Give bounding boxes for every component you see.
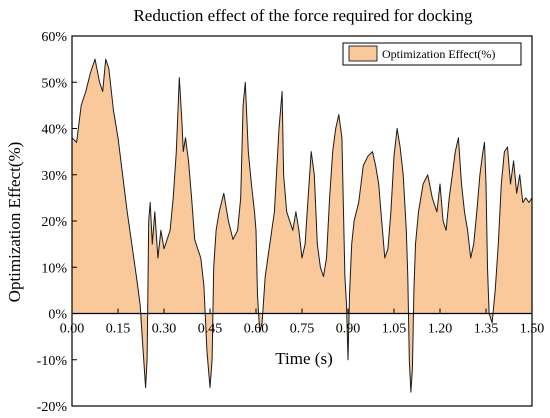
x-tick-label: 0.75 [290,322,315,337]
x-tick-label: 0.00 [60,322,85,337]
y-tick-label: 40% [41,123,67,138]
series-line [71,58,533,393]
x-axis-ticks: 0.00 0.15 0.30 0.45 0.60 0.75 0.90 1.05 1.20 1.35… [60,308,545,337]
y-tick-label: -20% [37,400,68,415]
y-tick-label: 10% [41,261,67,276]
y-axis-ticks: -20% -10% 0% 10% 20% 30% 40% 50% 60% [37,30,77,415]
y-axis-label: Optimization Effect(%) [5,142,24,303]
y-tick-label: 60% [41,30,67,45]
x-tick-label: 0.30 [152,322,177,337]
y-tick-label: 30% [41,169,67,184]
chart-title: Reduction effect of the force required f… [133,6,473,25]
legend-box [342,42,522,66]
x-tick-label: 0.90 [336,322,361,337]
legend-swatch [348,45,378,62]
x-tick-label: 1.35 [474,322,499,337]
series-area [72,59,532,393]
x-tick-label: 0.60 [244,322,269,337]
legend-label: Optimization Effect(%) [382,47,495,61]
x-tick-label: 1.20 [428,322,453,337]
y-tick-label: 20% [41,215,67,230]
y-tick-label: -10% [37,354,68,369]
x-axis-label: Time (s) [275,349,332,368]
y-tick-label: 50% [41,76,67,91]
x-tick-label: 1.05 [382,322,407,337]
x-tick-label: 0.15 [106,322,131,337]
x-tick-label: 1.50 [520,322,545,337]
legend: Optimization Effect(%) [342,42,522,66]
y-tick-label: 0% [48,308,67,323]
x-tick-label: 0.45 [198,322,223,337]
